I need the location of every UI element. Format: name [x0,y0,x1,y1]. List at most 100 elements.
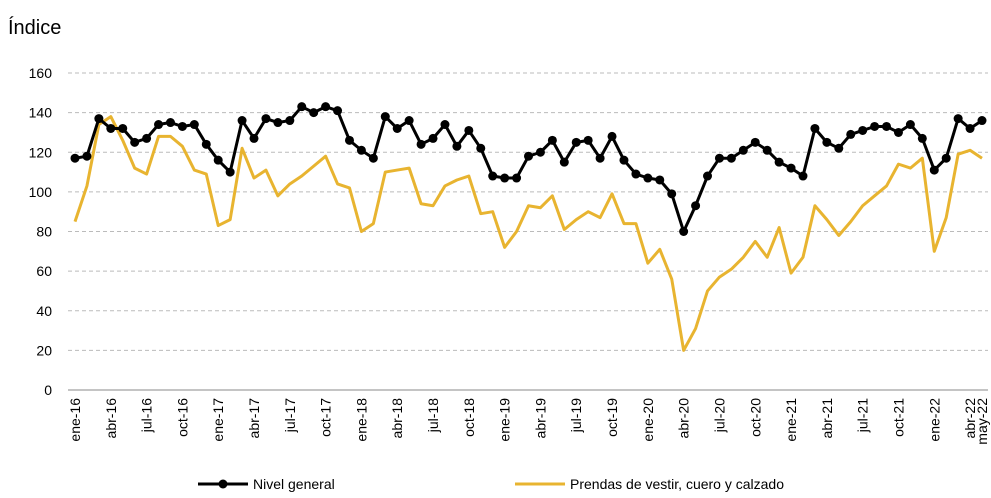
marker [941,153,951,163]
marker [428,133,438,143]
x-tick-label: ene-22 [926,398,942,442]
y-tick-label: 0 [44,382,52,398]
y-tick-label: 40 [36,303,52,319]
marker [213,155,223,165]
marker [500,173,510,183]
marker [309,108,319,118]
marker [165,118,175,128]
marker [905,120,915,130]
x-tick-label: abr-19 [532,398,548,439]
marker [870,121,880,131]
marker [714,153,724,163]
marker [333,106,343,116]
marker [571,137,581,147]
marker [285,116,295,126]
marker [619,155,629,165]
y-tick-label: 140 [29,105,53,121]
x-tick-label: jul-21 [855,398,871,433]
marker [321,102,331,112]
marker [667,189,677,199]
marker [726,153,736,163]
x-tick-label: jul-17 [282,398,298,433]
marker [118,123,128,133]
marker [583,135,593,145]
x-tick-label: ene-18 [353,398,369,442]
y-tick-label: 60 [36,263,52,279]
y-tick-label: 80 [36,224,52,240]
x-tick-label: abr-18 [389,398,405,439]
marker [356,145,366,155]
marker [643,173,653,183]
marker [977,116,987,126]
marker [822,137,832,147]
marker [392,123,402,133]
x-tick-label: abr-22 [962,398,978,439]
x-tick-label: jul-20 [711,398,727,433]
x-tick-label: ene-16 [67,398,83,442]
x-tick-label: oct-17 [318,398,334,437]
marker [154,120,164,130]
x-tick-label: abr-17 [246,398,262,439]
x-tick-label: oct-19 [604,398,620,437]
marker [404,116,414,126]
x-tick-label: jul-16 [139,398,155,433]
series-line [74,105,983,233]
marker [70,153,80,163]
legend-label: Prendas de vestir, cuero y calzado [570,476,784,492]
y-tick-label: 20 [36,342,52,358]
marker [798,171,808,181]
marker [762,145,772,155]
marker [559,157,569,167]
marker [703,171,713,181]
marker [177,121,187,131]
y-tick-label: 160 [29,65,53,81]
marker [774,157,784,167]
marker [464,125,474,135]
marker [929,165,939,175]
marker [225,167,235,177]
marker [786,163,796,173]
marker [810,123,820,133]
marker [201,139,211,149]
marker [882,121,892,131]
x-tick-label: jul-19 [568,398,584,433]
x-tick-label: oct-20 [747,398,763,437]
x-tick-label: oct-18 [461,398,477,437]
marker [691,201,701,211]
x-tick-label: jul-18 [425,398,441,433]
x-tick-label: abr-21 [819,398,835,439]
marker [416,139,426,149]
legend-label: Nivel general [253,476,335,492]
marker [965,123,975,133]
marker [512,173,522,183]
marker [82,151,92,161]
marker [142,133,152,143]
x-tick-label: ene-17 [210,398,226,442]
marker [261,114,271,124]
x-tick-label: ene-20 [640,398,656,442]
marker [452,141,462,151]
marker [249,133,259,143]
marker [344,135,354,145]
marker [297,102,307,112]
marker [953,114,963,124]
x-tick-label: oct-21 [890,398,906,437]
x-tick-label: abr-20 [676,398,692,439]
marker [547,135,557,145]
x-tick-label: ene-19 [497,398,513,442]
x-tick-label: may-22 [974,398,990,445]
marker [834,143,844,153]
marker [380,112,390,122]
marker [858,125,868,135]
marker [917,133,927,143]
y-tick-label: 100 [29,184,53,200]
marker [488,171,498,181]
marker [94,114,104,124]
marker [607,131,617,141]
marker [189,120,199,130]
marker [273,118,283,128]
marker [679,227,689,236]
chart-title: Índice [8,16,61,39]
x-tick-label: ene-21 [783,398,799,442]
marker [893,127,903,137]
